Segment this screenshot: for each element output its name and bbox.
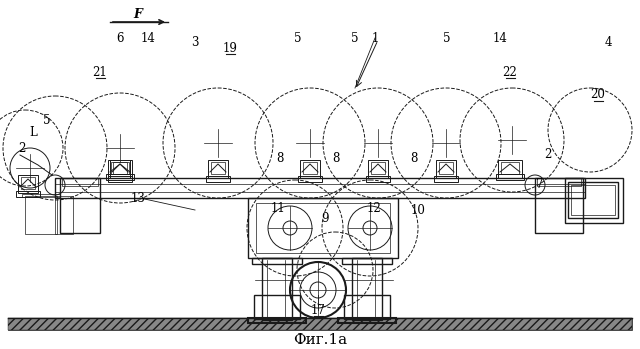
Bar <box>535 178 583 233</box>
Bar <box>371 162 385 174</box>
Bar <box>60 178 100 233</box>
Bar <box>110 160 130 178</box>
Text: 13: 13 <box>131 192 145 205</box>
Text: 9: 9 <box>321 211 329 224</box>
Text: 14: 14 <box>493 31 508 45</box>
Bar <box>206 176 230 182</box>
Text: 11: 11 <box>271 201 285 215</box>
Text: L: L <box>29 126 37 139</box>
Bar <box>108 176 132 182</box>
Bar <box>252 258 302 264</box>
Bar <box>368 160 388 178</box>
Bar <box>254 295 300 319</box>
Bar <box>22 194 60 197</box>
Bar <box>262 258 292 320</box>
Bar <box>352 258 382 320</box>
Text: 8: 8 <box>332 151 340 164</box>
Bar <box>565 178 623 223</box>
Text: 7: 7 <box>536 178 544 192</box>
Bar <box>62 178 98 186</box>
Text: F: F <box>134 8 143 22</box>
Bar <box>439 162 453 174</box>
Bar <box>18 175 38 193</box>
Text: 17: 17 <box>310 304 325 317</box>
Text: 2: 2 <box>544 149 552 162</box>
Text: 21: 21 <box>93 66 108 79</box>
Bar <box>501 162 519 174</box>
Bar <box>303 162 317 174</box>
Text: 3: 3 <box>191 36 199 49</box>
Text: 10: 10 <box>411 203 426 216</box>
Text: 8: 8 <box>410 151 418 164</box>
Bar <box>496 174 524 180</box>
Bar <box>298 176 322 182</box>
Bar <box>338 318 396 323</box>
Text: 20: 20 <box>591 89 605 102</box>
Text: 5: 5 <box>294 31 301 45</box>
Bar <box>344 295 390 319</box>
Bar <box>342 258 392 264</box>
Text: 22: 22 <box>502 66 517 79</box>
Text: 12: 12 <box>367 201 381 215</box>
Text: 14: 14 <box>141 31 156 45</box>
Text: 5: 5 <box>44 113 51 126</box>
Bar <box>16 191 40 197</box>
Bar <box>25 196 57 234</box>
Bar <box>108 160 132 178</box>
Bar <box>300 160 320 178</box>
Text: Фиг.1а: Фиг.1а <box>293 333 347 347</box>
Bar <box>55 196 73 234</box>
Bar <box>113 162 127 174</box>
Text: 1: 1 <box>371 31 379 45</box>
Bar <box>55 178 585 198</box>
Bar <box>498 160 522 178</box>
Bar <box>248 198 398 258</box>
Bar <box>208 160 228 178</box>
Bar <box>568 182 618 218</box>
Bar <box>21 177 35 189</box>
Text: 19: 19 <box>223 42 237 54</box>
Text: 4: 4 <box>604 36 612 49</box>
Bar <box>106 174 134 180</box>
Bar <box>537 178 581 186</box>
Text: 5: 5 <box>444 31 451 45</box>
Bar <box>434 176 458 182</box>
Text: 5: 5 <box>351 31 359 45</box>
Bar <box>8 318 632 330</box>
Text: 8: 8 <box>276 151 284 164</box>
Bar <box>256 203 390 253</box>
Bar <box>571 185 615 215</box>
Text: 2: 2 <box>19 141 26 155</box>
Bar <box>248 318 306 323</box>
Bar <box>211 162 225 174</box>
Bar <box>366 176 390 182</box>
Text: 6: 6 <box>116 31 124 45</box>
Bar <box>111 162 129 174</box>
Bar <box>436 160 456 178</box>
